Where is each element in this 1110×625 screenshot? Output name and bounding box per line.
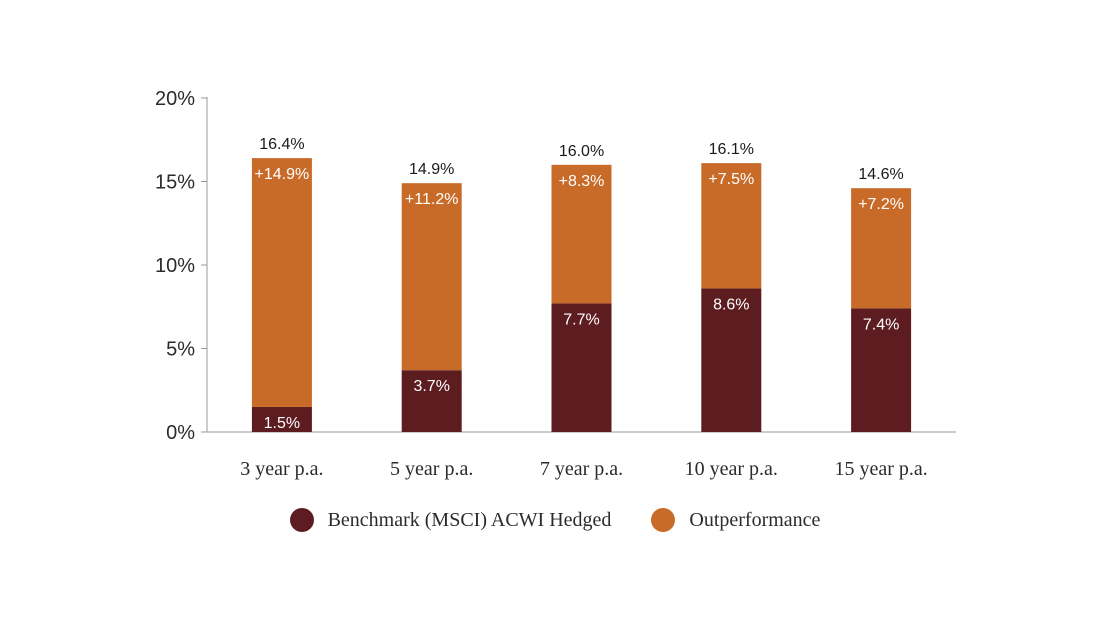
y-tick-label: 10%: [155, 255, 195, 277]
x-category-label: 15 year p.a.: [834, 458, 927, 480]
x-category-label: 7 year p.a.: [540, 458, 623, 480]
bar-label-benchmark: 7.7%: [563, 311, 599, 328]
bar-label-outperformance: +7.5%: [708, 171, 754, 188]
bar-total-label: 16.4%: [259, 136, 304, 153]
bar-outperformance: [401, 183, 462, 371]
bar-benchmark: [701, 288, 762, 432]
legend: Benchmark (MSCI) ACWI Hedged Outperforma…: [0, 508, 1110, 532]
legend-swatch-outperformance: [651, 508, 676, 532]
x-category-label: 10 year p.a.: [685, 458, 778, 480]
bar-benchmark: [851, 308, 912, 432]
bar-outperformance: [851, 188, 912, 309]
bar-total-label: 14.9%: [409, 161, 454, 178]
bar-benchmark: [401, 370, 462, 432]
x-category-label: 5 year p.a.: [390, 458, 473, 480]
legend-item-benchmark: Benchmark (MSCI) ACWI Hedged: [289, 508, 612, 532]
bar-label-outperformance: +8.3%: [559, 173, 605, 190]
x-category-label: 3 year p.a.: [240, 458, 323, 480]
bar-label-benchmark: 3.7%: [413, 378, 449, 395]
bar-outperformance: [551, 164, 612, 304]
stacked-bar-chart: 0% 5% 10% 15% 20% 1.5% +14.9% 16.4% 3 year p.a. 3…: [155, 88, 956, 480]
bar-total-label: 16.1%: [709, 141, 754, 158]
bar-label-benchmark: 7.4%: [863, 316, 899, 333]
y-tick-label: 0%: [166, 422, 195, 444]
bar-label-outperformance: +11.2%: [405, 191, 459, 208]
bar-label-outperformance: +14.9%: [255, 166, 310, 183]
bar-benchmark: [551, 303, 612, 432]
y-tick-label: 20%: [155, 88, 195, 110]
bar-label-benchmark: 8.6%: [713, 296, 749, 313]
legend-swatch-benchmark: [289, 508, 314, 532]
legend-item-outperformance: Outperformance: [651, 508, 820, 532]
bar-outperformance: [251, 158, 312, 407]
legend-label-benchmark: Benchmark (MSCI) ACWI Hedged: [327, 508, 612, 531]
bar-total-label: 14.6%: [858, 166, 903, 183]
bar-total-label: 16.0%: [559, 143, 604, 160]
bar-label-benchmark: 1.5%: [264, 415, 300, 432]
bar-outperformance: [701, 163, 762, 289]
bar-label-outperformance: +7.2%: [858, 196, 904, 213]
y-tick-label: 15%: [155, 172, 195, 194]
y-tick-label: 5%: [166, 339, 195, 361]
legend-label-outperformance: Outperformance: [689, 508, 821, 531]
bar-benchmark: [251, 406, 312, 432]
